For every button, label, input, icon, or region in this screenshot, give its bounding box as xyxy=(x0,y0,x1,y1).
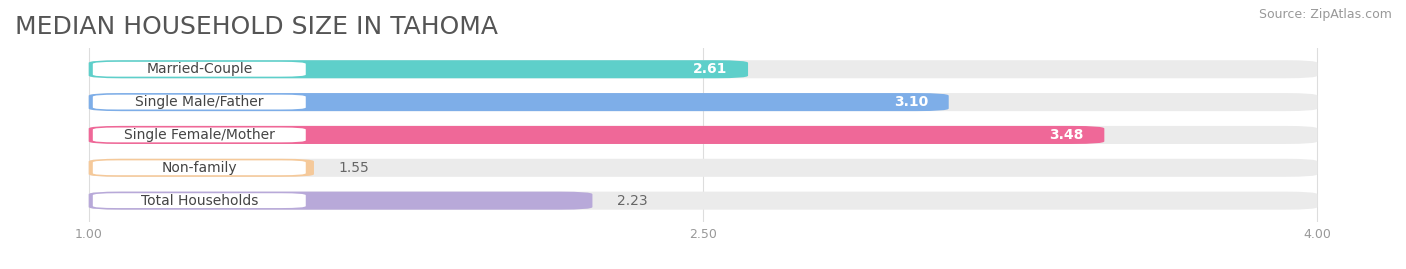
FancyBboxPatch shape xyxy=(89,93,949,111)
FancyBboxPatch shape xyxy=(89,60,1317,78)
Text: Source: ZipAtlas.com: Source: ZipAtlas.com xyxy=(1258,8,1392,21)
FancyBboxPatch shape xyxy=(89,93,1317,111)
FancyBboxPatch shape xyxy=(89,159,1317,177)
Text: 1.55: 1.55 xyxy=(339,161,370,175)
Text: Married-Couple: Married-Couple xyxy=(146,62,253,76)
FancyBboxPatch shape xyxy=(89,159,314,177)
FancyBboxPatch shape xyxy=(93,160,305,175)
Text: Non-family: Non-family xyxy=(162,161,238,175)
Text: Single Female/Mother: Single Female/Mother xyxy=(124,128,274,142)
Text: Single Male/Father: Single Male/Father xyxy=(135,95,263,109)
FancyBboxPatch shape xyxy=(89,126,1104,144)
Text: 3.48: 3.48 xyxy=(1049,128,1084,142)
FancyBboxPatch shape xyxy=(89,192,1317,210)
Text: 2.23: 2.23 xyxy=(617,194,648,208)
FancyBboxPatch shape xyxy=(89,60,748,78)
FancyBboxPatch shape xyxy=(93,193,305,208)
Text: MEDIAN HOUSEHOLD SIZE IN TAHOMA: MEDIAN HOUSEHOLD SIZE IN TAHOMA xyxy=(15,15,498,39)
Text: 3.10: 3.10 xyxy=(894,95,928,109)
FancyBboxPatch shape xyxy=(93,128,305,142)
FancyBboxPatch shape xyxy=(93,62,305,77)
FancyBboxPatch shape xyxy=(89,192,592,210)
FancyBboxPatch shape xyxy=(93,95,305,109)
FancyBboxPatch shape xyxy=(89,126,1317,144)
Text: 2.61: 2.61 xyxy=(693,62,727,76)
Text: Total Households: Total Households xyxy=(141,194,257,208)
